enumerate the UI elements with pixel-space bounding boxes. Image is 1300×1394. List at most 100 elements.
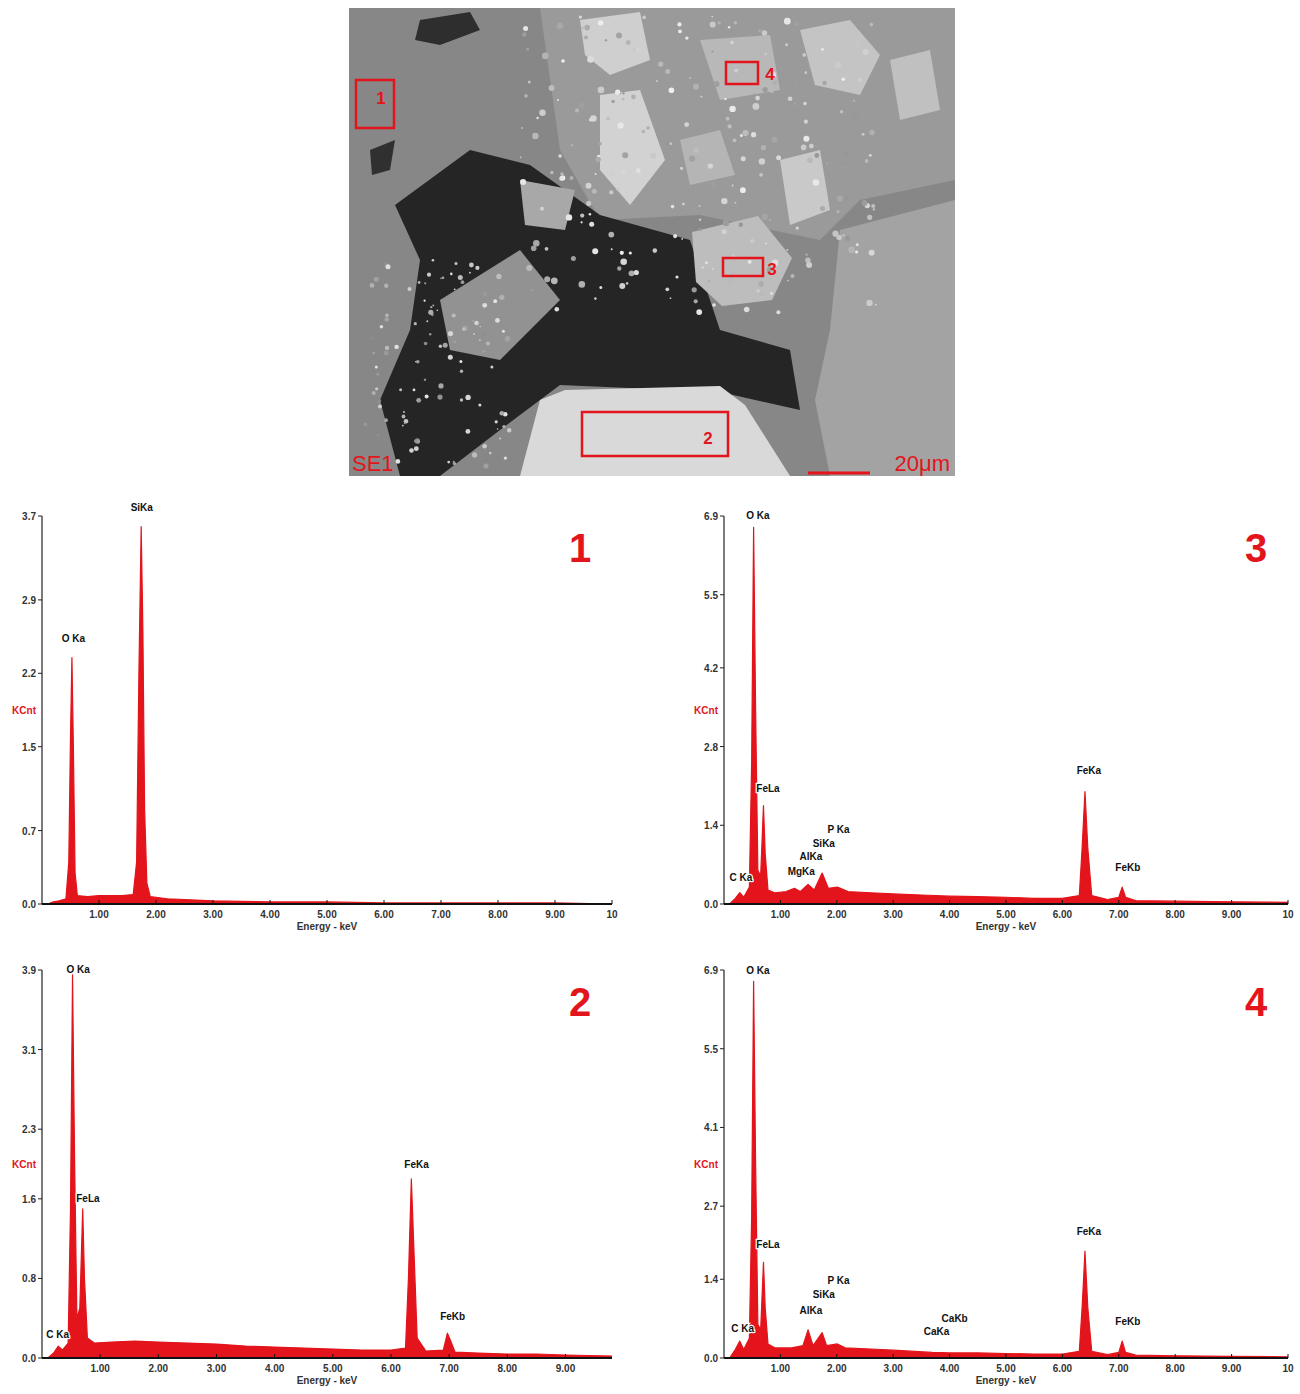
x-tick (949, 1354, 950, 1358)
x-tick-label: 4.00 (260, 909, 280, 920)
spectrum-line (730, 981, 1288, 1358)
x-tick (384, 900, 385, 904)
sem-particle (734, 69, 738, 73)
sem-particle (586, 201, 591, 206)
x-tick-label: 2.00 (827, 909, 847, 920)
x-tick (332, 1354, 333, 1358)
sem-particle (472, 452, 477, 457)
sem-particle (473, 333, 475, 335)
sem-particle (826, 163, 828, 165)
sem-particle (557, 23, 564, 30)
sem-particle (873, 208, 875, 210)
sem-particle (426, 320, 428, 322)
sem-particle (408, 287, 412, 291)
x-tick (1006, 1354, 1007, 1358)
sem-particle (694, 148, 699, 153)
x-tick-label: 8.00 (488, 909, 508, 920)
sem-particle (678, 30, 682, 34)
sem-particle (521, 127, 523, 129)
sem-particle (866, 300, 872, 306)
sem-particle (450, 273, 453, 276)
sem-particle (776, 155, 781, 160)
sem-particle (762, 30, 768, 36)
sem-particle (493, 299, 497, 303)
sem-grain (520, 180, 575, 230)
y-tick-label: 2.2 (22, 668, 36, 679)
x-tick-label: 3.00 (883, 909, 903, 920)
sem-grain (680, 130, 735, 185)
sem-particle (814, 153, 819, 158)
sem-particle (394, 345, 398, 349)
sem-particle (484, 464, 489, 469)
sem-particle (693, 84, 699, 90)
plot-area (730, 527, 1288, 904)
sem-particle (809, 144, 814, 149)
sem-particle (560, 175, 565, 180)
sem-particle (629, 251, 632, 254)
sem-particle (756, 289, 760, 293)
y-tick-label: 0.8 (22, 1273, 36, 1284)
sem-particle (730, 41, 734, 45)
sem-particle (571, 144, 573, 146)
peak-label: FeKa (404, 1159, 429, 1170)
x-tick-label: 8.00 (1165, 909, 1185, 920)
sem-grain (692, 216, 792, 306)
x-tick (893, 1354, 894, 1358)
sem-particle (590, 115, 597, 122)
y-tick (38, 830, 42, 831)
sem-particle (439, 345, 442, 348)
sem-particle (592, 189, 597, 194)
sem-particle (524, 94, 528, 98)
sem-particle (479, 339, 481, 341)
sem-particle (402, 415, 406, 419)
peak-label: SiKa (813, 1289, 836, 1300)
sem-particle (626, 40, 631, 45)
x-tick (1062, 900, 1063, 904)
sem-particle (486, 342, 490, 346)
sem-particle (489, 452, 492, 455)
sem-particle (869, 130, 874, 135)
sem-particle (626, 282, 629, 285)
sem-particle (700, 96, 702, 98)
sem-particle (483, 350, 485, 352)
peak-label: P Ka (827, 1275, 849, 1286)
sem-particle (865, 159, 869, 163)
sem-particle (526, 48, 529, 51)
sem-particle (385, 314, 388, 317)
sem-particle (544, 276, 550, 282)
sem-particle (594, 297, 597, 300)
x-tick-label: 9.00 (556, 1363, 576, 1374)
sem-particle (844, 195, 849, 200)
sem-particle (681, 238, 683, 240)
peak-label: SiKa (813, 838, 836, 849)
sem-particle (855, 250, 858, 253)
sem-particle (424, 300, 426, 302)
x-axis-title: Energy - keV (297, 1375, 358, 1386)
x-tick-label: 1.00 (771, 909, 791, 920)
sem-particle (579, 16, 582, 19)
x-tick (1062, 1354, 1063, 1358)
sem-particle (459, 360, 462, 363)
x-tick (555, 900, 556, 904)
sem-particle (680, 167, 683, 170)
sem-grain (370, 140, 395, 175)
sem-particle (460, 370, 463, 373)
sem-particle (599, 286, 602, 289)
sem-particle (462, 328, 465, 331)
y-axis-title: KCnt (694, 1159, 719, 1170)
sem-particle (580, 214, 584, 218)
sem-particle (805, 254, 808, 257)
x-tick (441, 900, 442, 904)
sem-particle (813, 179, 820, 186)
region-label: 3 (767, 260, 776, 279)
x-tick (390, 1354, 391, 1358)
y-tick-label: 1.4 (704, 820, 718, 831)
sem-particle (495, 318, 500, 323)
sem-particle (862, 133, 865, 136)
sem-particle (540, 207, 544, 211)
sem-particle (571, 256, 576, 261)
x-tick-label: 10 (1282, 909, 1294, 920)
peak-label: AlKa (799, 1305, 822, 1316)
y-tick-label: 5.5 (704, 590, 718, 601)
sem-particle (711, 50, 713, 52)
